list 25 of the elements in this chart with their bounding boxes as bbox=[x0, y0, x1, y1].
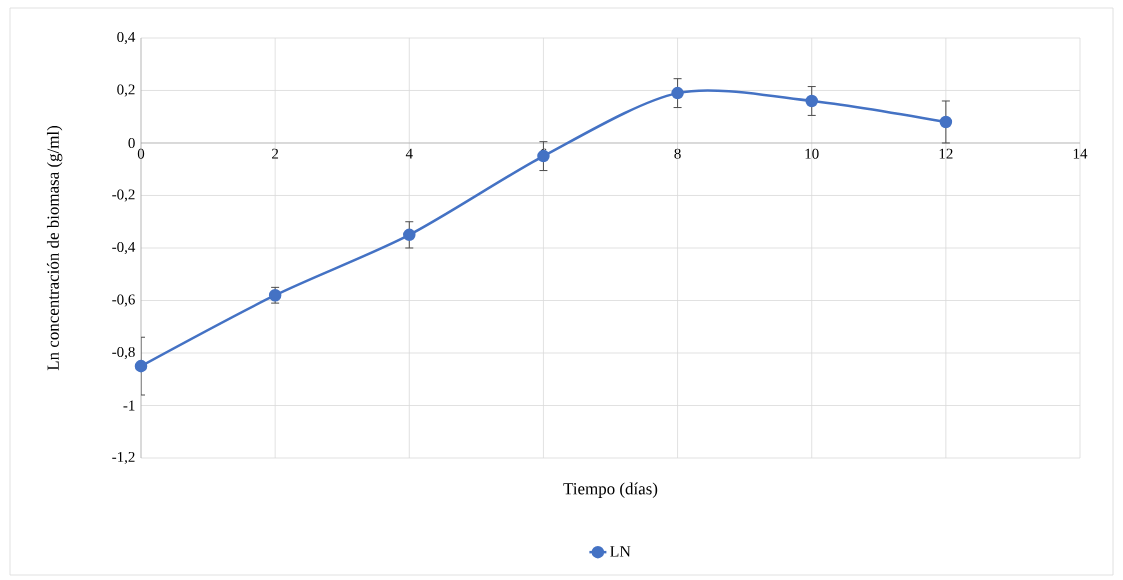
y-axis-title: Ln concentración de biomasa (g/ml) bbox=[46, 125, 63, 371]
point bbox=[403, 228, 416, 242]
x-tick-label: 14 bbox=[1073, 148, 1088, 159]
x-tick-label: 8 bbox=[674, 148, 681, 159]
x-axis-title: Tiempo (días) bbox=[563, 482, 658, 498]
y-tick-label: -0,4 bbox=[112, 241, 136, 255]
point bbox=[134, 359, 148, 373]
x-tick-label: 0 bbox=[137, 148, 145, 159]
x-tick-label: 10 bbox=[805, 148, 819, 159]
y-tick-label: -1 bbox=[123, 400, 135, 411]
y-tick-label: -1,2 bbox=[112, 451, 135, 465]
y-tick-label: -0,2 bbox=[112, 189, 135, 202]
x-tick-label: 4 bbox=[405, 148, 413, 159]
point bbox=[537, 149, 550, 163]
point bbox=[805, 94, 818, 108]
y-tick-label: 0,4 bbox=[117, 31, 136, 45]
y-tick-label: 0,2 bbox=[117, 84, 135, 97]
y-tick-label: -0,6 bbox=[112, 294, 135, 307]
y-tick-label: -0,8 bbox=[112, 346, 135, 360]
y-tick-label: 0 bbox=[128, 137, 135, 149]
point bbox=[671, 86, 684, 100]
x-tick-label: 2 bbox=[272, 148, 279, 159]
x-tick-label: 12 bbox=[939, 148, 953, 159]
legend-label: LN bbox=[610, 546, 631, 557]
point bbox=[939, 115, 953, 129]
